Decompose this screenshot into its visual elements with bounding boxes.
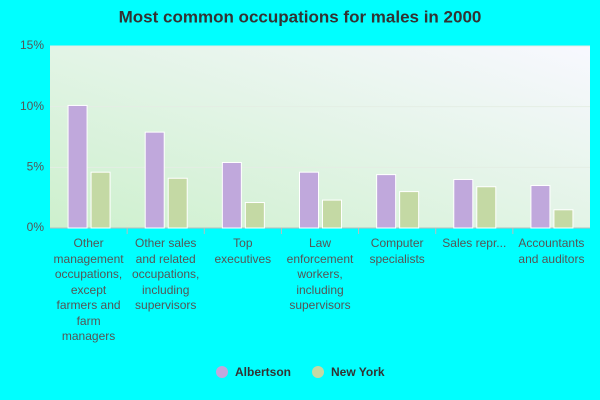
legend-label: New York <box>331 365 385 379</box>
bar <box>553 209 574 229</box>
plot-area <box>50 46 590 228</box>
bar <box>322 199 342 229</box>
bar <box>530 185 551 229</box>
legend-label: Albertson <box>235 365 291 379</box>
legend-swatch <box>312 366 324 378</box>
x-tick-label: Other management occupations, except far… <box>53 236 124 343</box>
bar <box>376 174 397 229</box>
bar <box>221 161 242 229</box>
x-tick-label: Other sales and related occupations, inc… <box>132 236 200 312</box>
x-tick-label: Accountants and auditors <box>518 236 585 266</box>
chart-title: Most common occupations for males in 200… <box>119 7 482 26</box>
bar <box>144 131 165 229</box>
bar <box>167 177 188 229</box>
x-tick-label: Sales repr... <box>442 236 507 250</box>
bar <box>67 104 88 229</box>
y-tick-label: 5% <box>27 160 45 174</box>
y-tick-label: 15% <box>20 38 44 52</box>
y-tick-label: 10% <box>20 99 44 113</box>
y-tick-label: 0% <box>27 220 45 234</box>
bar <box>476 186 497 229</box>
x-tick-label: Top executives <box>214 236 272 266</box>
legend-swatch <box>216 366 228 378</box>
x-tick-label: Law enforcement workers, including super… <box>286 236 354 312</box>
bar <box>399 191 420 229</box>
bar <box>90 171 111 229</box>
bar <box>453 178 474 229</box>
bar <box>299 171 319 229</box>
x-tick-label: Computer specialists <box>369 236 425 266</box>
bar <box>244 202 265 229</box>
